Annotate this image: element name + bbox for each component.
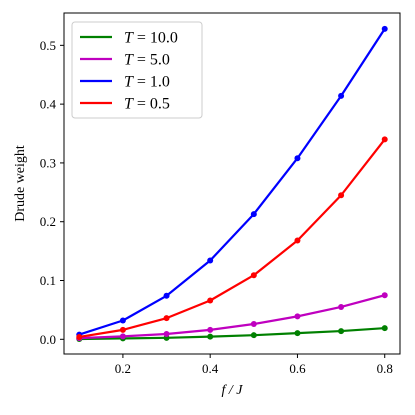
data-point <box>250 272 257 279</box>
series-1 <box>76 292 388 342</box>
legend-box <box>71 21 203 119</box>
data-point <box>250 332 257 339</box>
x-tick-label: 0.4 <box>202 361 219 376</box>
y-axis-title: Drude weight <box>13 145 28 222</box>
data-point <box>163 331 170 338</box>
series-line <box>79 294 386 340</box>
data-point <box>381 136 388 143</box>
data-point <box>76 333 83 340</box>
data-point <box>338 328 345 335</box>
data-point <box>381 292 388 299</box>
plot-frame <box>63 12 401 355</box>
series-layer <box>76 25 388 343</box>
series-line <box>78 28 386 336</box>
x-tick-label: 0.2 <box>115 361 131 376</box>
series-3 <box>76 136 388 340</box>
legend-label: T = 0.5 <box>124 96 170 113</box>
series-2 <box>76 25 388 338</box>
series-line <box>79 327 385 341</box>
y-tick-label: 0.1 <box>40 273 56 288</box>
legend-label: T = 10.0 <box>124 30 178 47</box>
x-tick-label: 0.8 <box>377 361 393 376</box>
x-tick-label: 0.6 <box>289 361 306 376</box>
legend-label: T = 1.0 <box>124 74 170 91</box>
y-tick-label: 0.3 <box>40 155 56 170</box>
data-point <box>207 326 214 333</box>
data-point <box>338 303 345 310</box>
legend: T = 10.0 T = 5.0 T = 1.0 T = 0.5 <box>71 21 203 119</box>
data-point <box>207 333 214 340</box>
data-point <box>294 155 301 162</box>
data-point <box>119 333 126 340</box>
data-point <box>119 317 126 324</box>
x-axis-title: f / J <box>222 383 244 398</box>
data-point <box>338 92 345 99</box>
data-point <box>294 313 301 320</box>
data-point <box>294 237 301 244</box>
y-tick-label: 0.5 <box>40 38 56 53</box>
x-axis-title-var: f / J <box>222 383 244 398</box>
series-line <box>79 138 386 339</box>
y-tick-label: 0.0 <box>40 332 56 347</box>
data-point <box>163 292 170 299</box>
data-point <box>119 326 126 333</box>
y-tick-label: 0.2 <box>40 214 56 229</box>
data-point <box>338 192 345 199</box>
y-tick-label: 0.4 <box>40 97 57 112</box>
legend-label: T = 5.0 <box>124 52 170 69</box>
data-point <box>381 25 388 32</box>
data-point <box>294 330 301 337</box>
data-point <box>250 211 257 218</box>
data-point <box>250 321 257 328</box>
data-point <box>207 297 214 304</box>
data-point <box>381 325 388 332</box>
ticks-layer: 0.2 0.4 0.6 0.8 0.0 0.1 0.2 0.3 0.4 0.5 <box>40 38 393 376</box>
data-point <box>163 315 170 322</box>
data-point <box>207 257 214 264</box>
